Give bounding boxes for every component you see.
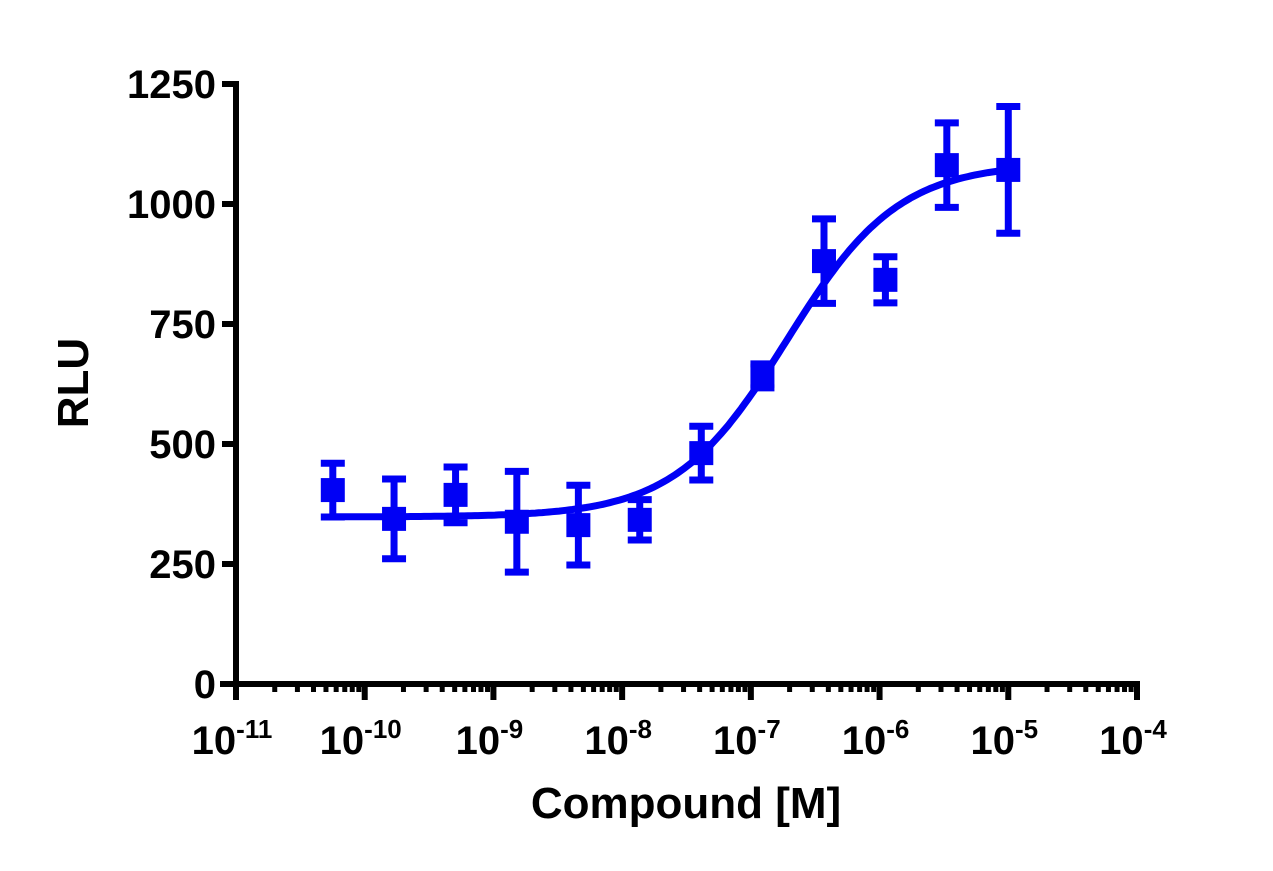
data-point: [873, 253, 898, 307]
data-point: [382, 475, 407, 563]
y-axis-ticks: 0 250 500 750 1000 1250: [127, 63, 236, 707]
square-marker: [382, 506, 407, 531]
data-points: [320, 103, 1021, 576]
x-tick-label: 10-4: [1099, 714, 1167, 763]
x-tick-label: 10-8: [584, 714, 652, 763]
y-tick-label: 750: [149, 303, 216, 347]
data-point: [320, 459, 345, 521]
x-tick-label: 10-5: [970, 714, 1038, 763]
square-marker: [443, 482, 468, 507]
y-tick-label: 500: [149, 423, 216, 467]
x-tick-label: 10-10: [320, 714, 402, 763]
fit-curve-path: [332, 166, 1009, 521]
y-tick-label: 1250: [127, 63, 216, 107]
data-point: [504, 467, 529, 576]
square-marker: [873, 267, 898, 292]
x-tick-label: 10-6: [842, 714, 910, 763]
square-marker: [689, 441, 714, 466]
square-marker: [627, 507, 652, 532]
data-point: [750, 360, 775, 392]
x-axis-ticks: 10-11 10-10 10-9 10-8 10-7 10-6 10-5 10-4: [192, 684, 1167, 763]
x-tick-label: 10-7: [713, 714, 781, 763]
x-axis-title: Compound [M]: [531, 779, 841, 828]
y-axis-title: RLU: [49, 338, 98, 428]
data-point: [566, 481, 591, 569]
y-tick-label: 250: [149, 543, 216, 587]
square-marker: [934, 153, 959, 178]
square-marker: [750, 363, 775, 388]
square-marker: [566, 513, 591, 538]
data-point: [811, 215, 836, 307]
square-marker: [996, 157, 1021, 182]
x-tick-label: 10-11: [192, 714, 273, 763]
fit-curve: [332, 166, 1009, 521]
data-point: [443, 463, 468, 527]
data-point: [689, 422, 714, 484]
y-tick-label: 1000: [127, 183, 216, 227]
data-point: [627, 496, 652, 544]
data-point: [934, 119, 959, 211]
square-marker: [504, 509, 529, 534]
y-tick-label: 0: [194, 663, 216, 707]
square-marker: [811, 249, 836, 274]
x-tick-label: 10-9: [456, 714, 524, 763]
data-point: [996, 103, 1021, 237]
square-marker: [320, 478, 345, 503]
